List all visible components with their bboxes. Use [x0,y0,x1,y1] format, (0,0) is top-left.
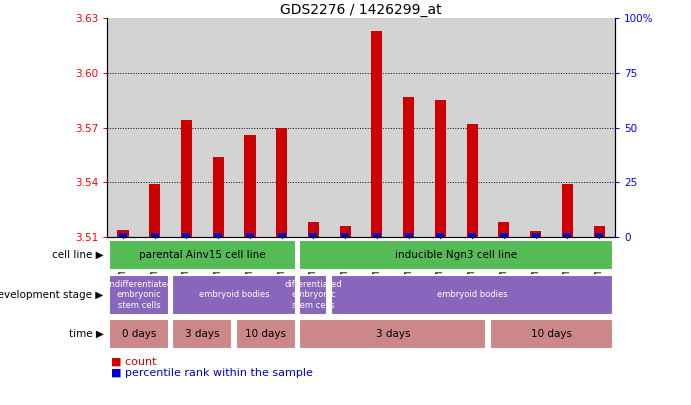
Text: 3 days: 3 days [375,329,410,339]
Text: 10 days: 10 days [245,329,286,339]
Bar [245,135,256,237]
Bar [405,232,413,237]
Bar [214,232,223,237]
Bar [173,319,232,350]
Bar [468,232,476,237]
Title: GDS2276 / 1426299_at: GDS2276 / 1426299_at [281,3,442,17]
Bar [531,232,540,237]
Text: embryoid bodies: embryoid bodies [199,290,269,299]
Text: undifferentiated
embryonic
stem cells: undifferentiated embryonic stem cells [104,280,173,309]
Text: time ▶: time ▶ [69,329,104,339]
Bar [109,240,296,271]
Bar [182,232,191,237]
Bar [530,231,541,237]
Bar [119,232,127,237]
Text: parental Ainv15 cell line: parental Ainv15 cell line [139,250,265,260]
Bar [213,157,224,237]
Text: inducible Ngn3 cell line: inducible Ngn3 cell line [395,250,518,260]
Bar [498,222,509,237]
Bar [299,319,486,350]
Bar [595,232,603,237]
Text: development stage ▶: development stage ▶ [0,290,104,300]
Bar [299,240,613,271]
Bar [236,319,296,350]
Bar [490,319,613,350]
Bar [109,275,169,315]
Text: 3 days: 3 days [185,329,220,339]
Text: 0 days: 0 days [122,329,156,339]
Bar [500,232,508,237]
Bar [308,222,319,237]
Bar [373,232,381,237]
Text: 10 days: 10 days [531,329,572,339]
Bar [299,275,328,315]
Text: cell line ▶: cell line ▶ [52,250,104,260]
Bar [371,31,383,237]
Bar [466,124,477,237]
Text: differentiated
embryonic
stem cells: differentiated embryonic stem cells [285,280,342,309]
Bar [594,226,605,237]
Bar [403,96,414,237]
Bar [181,120,192,237]
Bar [562,184,573,237]
Bar [109,319,169,350]
Bar [149,184,160,237]
Bar [437,232,444,237]
Bar [563,232,571,237]
Text: ■ count: ■ count [111,357,156,367]
Bar [310,232,317,237]
Text: ■ percentile rank within the sample: ■ percentile rank within the sample [111,368,312,378]
Bar [435,100,446,237]
Bar [117,230,129,237]
Bar [151,232,159,237]
Bar [246,232,254,237]
Bar [339,226,351,237]
Bar [278,232,285,237]
Bar [331,275,613,315]
Text: embryoid bodies: embryoid bodies [437,290,507,299]
Bar [341,232,349,237]
Bar [276,128,287,237]
Bar [173,275,296,315]
